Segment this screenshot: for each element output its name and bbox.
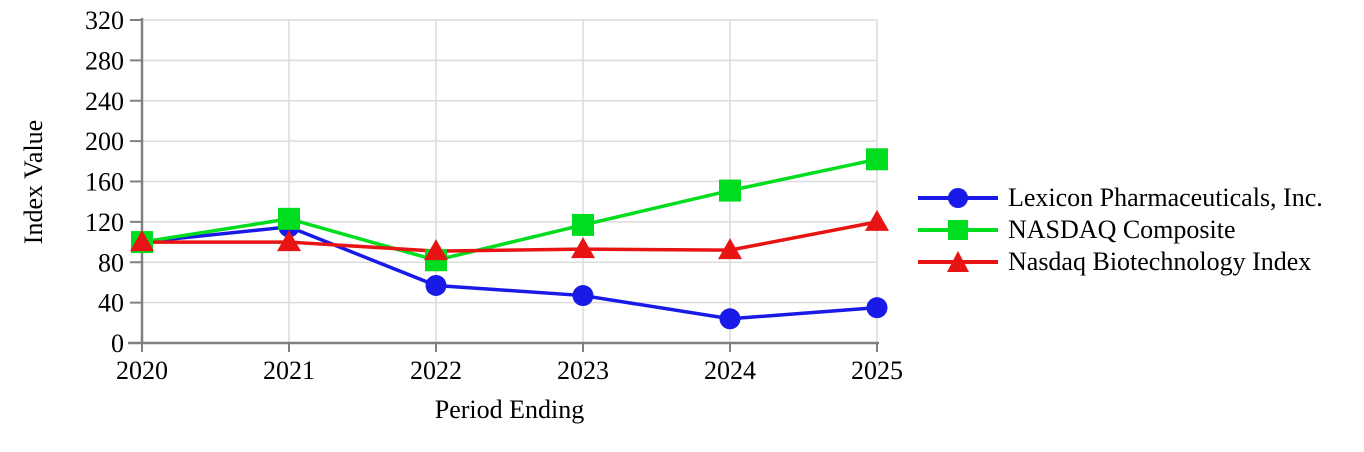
series-line [141,225,878,321]
legend-item: Lexicon Pharmaceuticals, Inc. [917,182,1323,214]
legend-label: Lexicon Pharmaceuticals, Inc. [1008,183,1323,212]
x-tick-label: 2025 [851,356,903,385]
data-point-square [719,179,741,202]
legend-marker-circle-icon [918,188,998,208]
data-point-triangle [277,230,301,252]
data-point-square [278,207,300,230]
legend-marker-square-icon [918,220,998,240]
y-tick-label: 320 [85,6,124,35]
y-axis-title: Index Value [19,120,48,244]
legend-item: Nasdaq Biotechnology Index [917,246,1323,278]
y-tick-label: 120 [85,208,124,237]
legend-label: Nasdaq Biotechnology Index [1008,247,1312,276]
data-point-triangle [130,230,154,252]
x-tick-label: 2020 [116,356,168,385]
series-line [141,157,878,263]
data-point-square [572,213,594,236]
legend-label: NASDAQ Composite [1008,215,1236,244]
chart-legend: Lexicon Pharmaceuticals, Inc. NASDAQ Comp… [917,182,1323,278]
y-tick-label: 80 [98,248,124,277]
y-tick-label: 40 [98,289,124,318]
y-tick-label: 240 [85,87,124,116]
x-tick-label: 2021 [263,356,315,385]
x-tick-label: 2024 [704,356,756,385]
data-point-triangle [571,237,595,259]
legend-item: NASDAQ Composite [917,214,1323,246]
y-tick-label: 200 [85,127,124,156]
data-point-square [866,148,888,171]
y-tick-label: 160 [85,168,124,197]
data-point-circle [719,308,741,330]
data-point-triangle [424,239,448,261]
data-point-triangle [718,238,742,260]
data-point-circle [866,297,888,319]
series-line [142,220,878,253]
y-tick-label: 0 [111,329,124,358]
x-axis-title: Period Ending [435,395,585,424]
data-point-triangle [865,209,889,231]
data-point-circle [425,274,447,296]
x-tick-label: 2023 [557,356,609,385]
x-tick-label: 2022 [410,356,462,385]
legend-marker-triangle-icon [918,251,998,272]
data-point-circle [572,285,594,307]
y-tick-label: 280 [85,46,124,75]
